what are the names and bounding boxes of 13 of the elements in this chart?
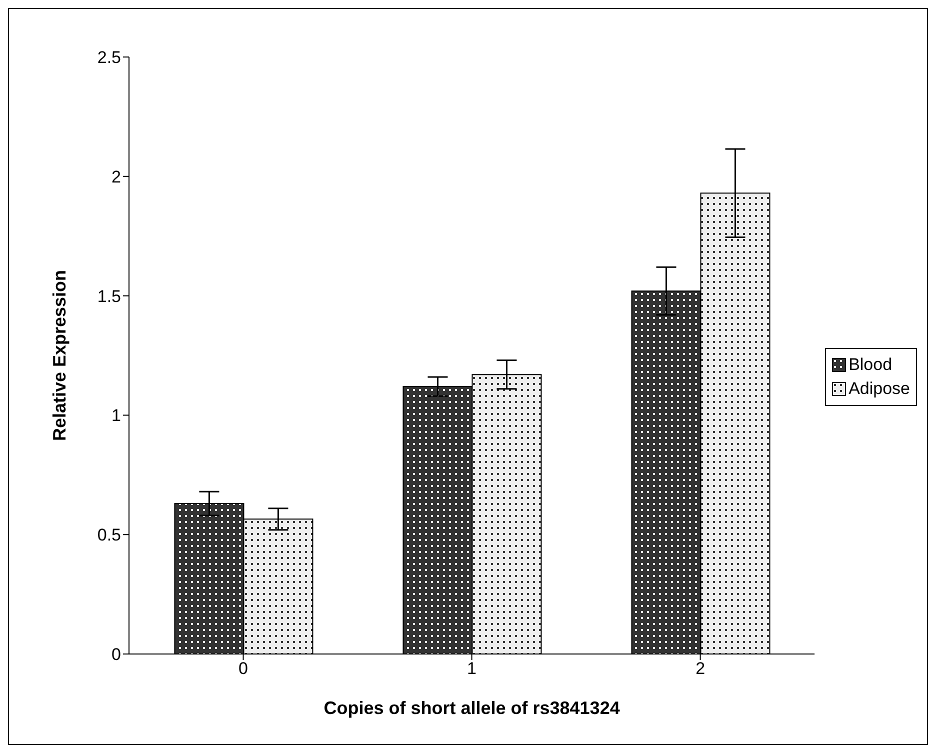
y-tick-label: 1 — [112, 406, 121, 426]
x-tick-label: 2 — [696, 659, 706, 678]
legend-label: Adipose — [848, 378, 910, 400]
y-tick-label: 0 — [112, 645, 121, 664]
x-axis-title: Copies of short allele of rs3841324 — [324, 698, 620, 718]
x-tick-label: 1 — [467, 659, 477, 678]
y-tick-label: 0.5 — [97, 526, 121, 545]
y-tick-label: 2 — [112, 167, 121, 186]
legend-label: Blood — [848, 354, 892, 376]
x-tick-label: 0 — [238, 659, 248, 678]
y-axis-title: Relative Expression — [49, 270, 70, 442]
y-tick-label: 2.5 — [97, 48, 121, 68]
y-tick-label: 1.5 — [97, 286, 121, 306]
